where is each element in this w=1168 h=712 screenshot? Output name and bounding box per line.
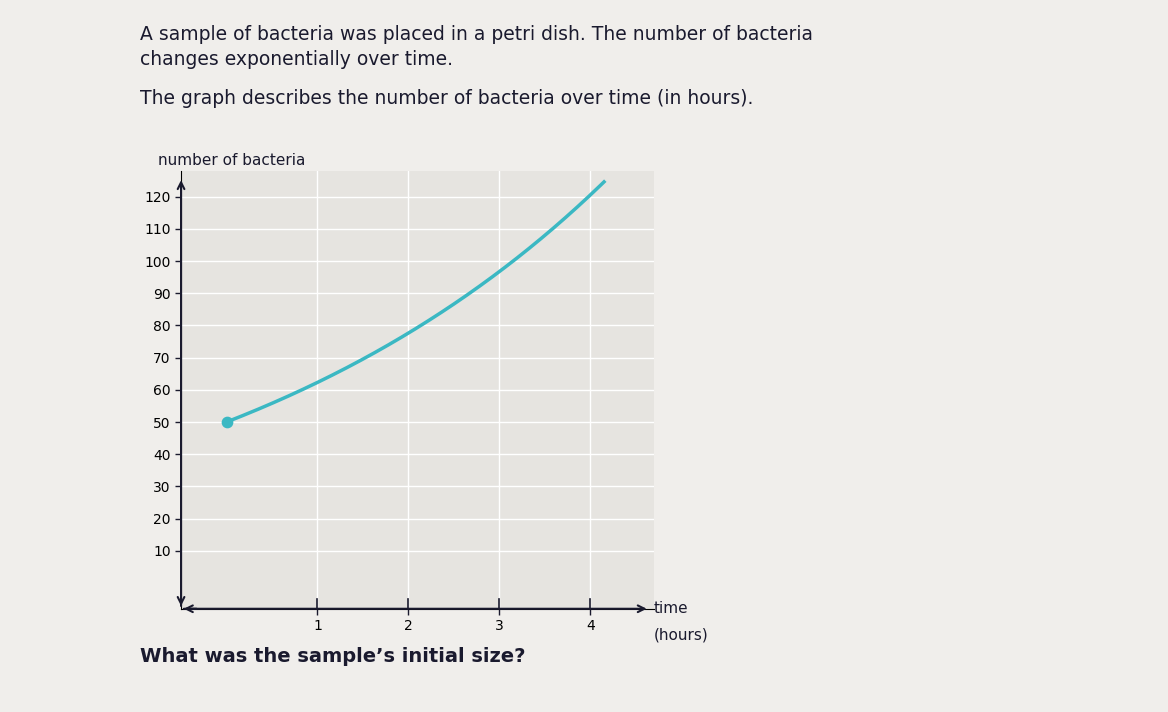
Point bbox=[217, 417, 236, 428]
Text: changes exponentially over time.: changes exponentially over time. bbox=[140, 50, 453, 69]
Text: The graph describes the number of bacteria over time (in hours).: The graph describes the number of bacter… bbox=[140, 89, 753, 108]
Text: What was the sample’s initial size?: What was the sample’s initial size? bbox=[140, 646, 526, 666]
Text: A sample of bacteria was placed in a petri dish. The number of bacteria: A sample of bacteria was placed in a pet… bbox=[140, 25, 813, 44]
Text: number of bacteria: number of bacteria bbox=[158, 153, 305, 168]
Text: (hours): (hours) bbox=[654, 627, 709, 642]
Text: time: time bbox=[654, 601, 689, 617]
